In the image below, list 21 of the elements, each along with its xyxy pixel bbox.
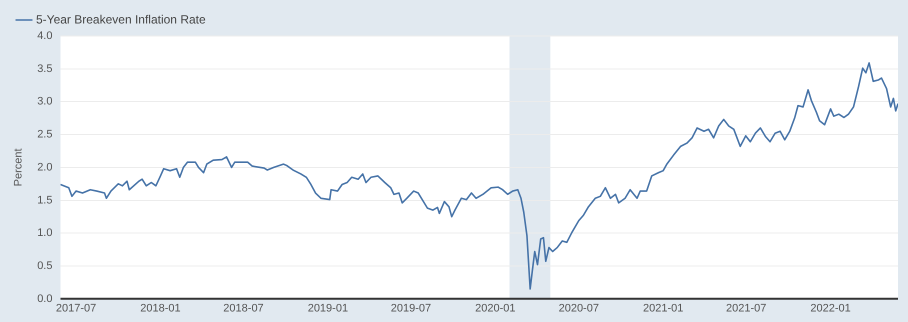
y-tick-label: 3.5	[37, 62, 52, 75]
x-tick-label: 2018-01	[140, 302, 181, 314]
y-axis-title: Percent	[12, 148, 25, 186]
x-tick-label: 2019-01	[308, 302, 348, 314]
legend-label: 5-Year Breakeven Inflation Rate	[36, 12, 206, 26]
y-tick-label: 2.5	[37, 128, 52, 141]
x-tick-label: 2018-07	[223, 302, 264, 314]
x-tick-label: 2021-07	[726, 302, 766, 314]
y-tick-label: 2.0	[37, 161, 52, 174]
y-tick-label: 0.0	[37, 292, 52, 305]
x-tick-label: 2022-01	[810, 302, 851, 314]
y-tick-label: 1.5	[37, 194, 52, 206]
x-tick-label: 2020-07	[558, 302, 599, 314]
x-tick-label: 2020-01	[475, 302, 516, 314]
y-tick-label: 4.0	[37, 30, 52, 42]
x-tick-label: 2017-07	[56, 302, 96, 314]
y-tick-label: 3.0	[37, 96, 52, 108]
y-tick-label: 0.5	[37, 260, 52, 272]
x-tick-label: 2021-01	[642, 302, 684, 314]
x-tick-label: 2019-07	[390, 302, 432, 314]
y-tick-label: 1.0	[37, 227, 52, 240]
